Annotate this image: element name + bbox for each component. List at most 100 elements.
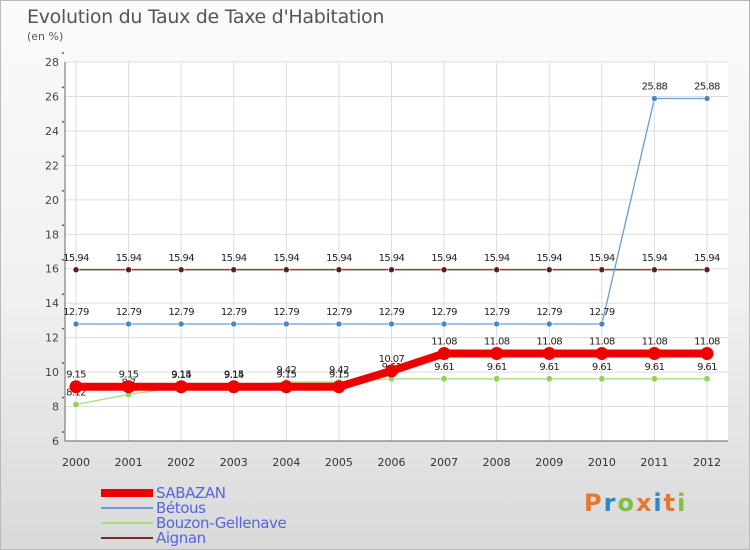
legend-label-sabazan: SABAZAN (156, 484, 226, 502)
legend-label-bouzon-gellenave: Bouzon-Gellenave (156, 514, 287, 532)
data-point-sabazan (595, 346, 609, 360)
data-point-aignan (440, 266, 448, 274)
data-label-bouzon-gellenave: 9.61 (487, 362, 507, 373)
x-tick-label: 2012 (693, 456, 721, 469)
x-tick-label: 2007 (430, 456, 458, 469)
x-tick-label: 2006 (378, 456, 406, 469)
data-label-b-tous: 12.79 (431, 307, 457, 318)
x-tick-label: 2010 (588, 456, 616, 469)
data-label-sabazan: 11.08 (642, 336, 668, 347)
data-label-b-tous: 25.88 (642, 82, 668, 93)
y-tick-label: 26 (45, 90, 59, 103)
x-tick-label: 2000 (62, 456, 90, 469)
data-label-b-tous: 12.79 (326, 307, 352, 318)
y-tick-label: 8 (52, 401, 59, 414)
logo-letter: i (653, 489, 664, 517)
data-point-b-tous (598, 320, 606, 328)
data-point-b-tous (177, 320, 185, 328)
data-label-bouzon-gellenave: 9.61 (539, 362, 559, 373)
data-point-b-tous (493, 320, 500, 328)
data-point-bouzon-gellenave (545, 375, 553, 383)
logo-letter: t (663, 489, 678, 517)
data-label-sabazan: 11.08 (431, 336, 457, 347)
y-tick-label: 22 (45, 159, 59, 172)
legend-label-aignan: Aignan (156, 529, 206, 547)
data-label-sabazan: 11.08 (589, 336, 615, 347)
data-label-b-tous: 12.79 (379, 307, 405, 318)
data-point-aignan (177, 266, 185, 274)
x-tick-label: 2008 (483, 456, 511, 469)
data-point-b-tous (545, 320, 553, 328)
logo-letter: i (677, 489, 688, 517)
data-point-aignan (335, 266, 343, 274)
data-point-sabazan (700, 346, 714, 360)
legend-swatch-betous (101, 507, 153, 509)
data-point-sabazan (122, 380, 136, 394)
data-label-bouzon-gellenave: 9.61 (434, 362, 454, 373)
data-label-b-tous: 12.79 (63, 307, 89, 318)
data-label-bouzon-gellenave: 9.14 (224, 370, 244, 381)
data-label-aignan: 15.94 (484, 253, 510, 264)
y-tick-label: 10 (45, 366, 59, 379)
data-label-bouzon-gellenave: 9.61 (592, 362, 612, 373)
data-label-aignan: 15.94 (326, 253, 352, 264)
y-tick-label: 16 (45, 263, 59, 276)
data-label-bouzon-gellenave: 9.61 (644, 362, 664, 373)
data-point-sabazan (437, 346, 451, 360)
data-label-b-tous: 12.79 (536, 307, 562, 318)
data-label-aignan: 15.94 (116, 253, 142, 264)
logo-letter: x (635, 489, 654, 517)
data-point-b-tous (651, 95, 658, 102)
data-label-sabazan: 9.15 (329, 370, 349, 381)
y-tick-label: 20 (45, 194, 59, 207)
data-label-aignan: 15.94 (379, 253, 405, 264)
data-point-b-tous (283, 320, 290, 328)
logo-letter: r (603, 489, 618, 517)
data-point-b-tous (703, 95, 711, 102)
data-label-sabazan: 9.15 (224, 370, 244, 381)
data-point-aignan (598, 266, 606, 274)
data-point-b-tous (335, 320, 343, 328)
data-label-bouzon-gellenave: 9.42 (329, 365, 349, 376)
data-label-aignan: 15.94 (694, 253, 720, 264)
data-point-aignan (703, 266, 711, 274)
data-label-aignan: 15.94 (536, 253, 562, 264)
data-label-bouzon-gellenave: 9.61 (697, 362, 717, 373)
data-point-b-tous (125, 320, 132, 328)
y-tick-label: 14 (45, 297, 59, 310)
chart-subtitle: (en %) (27, 30, 64, 43)
data-label-sabazan: 9.15 (276, 370, 296, 381)
data-point-b-tous (230, 320, 238, 328)
x-tick-label: 2003 (220, 456, 248, 469)
data-point-sabazan (174, 380, 188, 394)
x-tick-label: 2001 (115, 456, 143, 469)
legend-swatch-sabazan (101, 489, 153, 497)
data-point-sabazan (227, 380, 241, 394)
data-point-aignan (388, 266, 395, 274)
data-label-b-tous: 12.79 (221, 307, 247, 318)
data-label-sabazan: 9.15 (171, 370, 191, 381)
data-label-sabazan: 11.08 (694, 336, 720, 347)
data-point-bouzon-gellenave (598, 375, 606, 383)
legend-swatch-bouzon-gellenave (101, 522, 153, 524)
data-point-bouzon-gellenave (650, 375, 658, 383)
proxiti-logo: Proxiti (584, 489, 687, 517)
x-tick-label: 2009 (535, 456, 563, 469)
data-point-bouzon-gellenave (703, 375, 711, 383)
y-tick-label: 28 (45, 56, 59, 69)
data-point-sabazan (490, 346, 504, 360)
data-label-b-tous: 12.79 (274, 307, 300, 318)
data-point-aignan (545, 266, 553, 274)
data-point-sabazan (647, 346, 661, 360)
legend-swatch-aignan (101, 537, 153, 539)
data-point-aignan (125, 266, 132, 274)
data-label-sabazan: 10.07 (379, 354, 405, 365)
data-label-sabazan: 9.15 (66, 370, 86, 381)
data-label-b-tous: 25.88 (694, 82, 720, 93)
x-tick-label: 2004 (272, 456, 300, 469)
x-tick-label: 2011 (640, 456, 668, 469)
data-point-sabazan (332, 380, 346, 394)
x-tick-label: 2002 (167, 456, 195, 469)
